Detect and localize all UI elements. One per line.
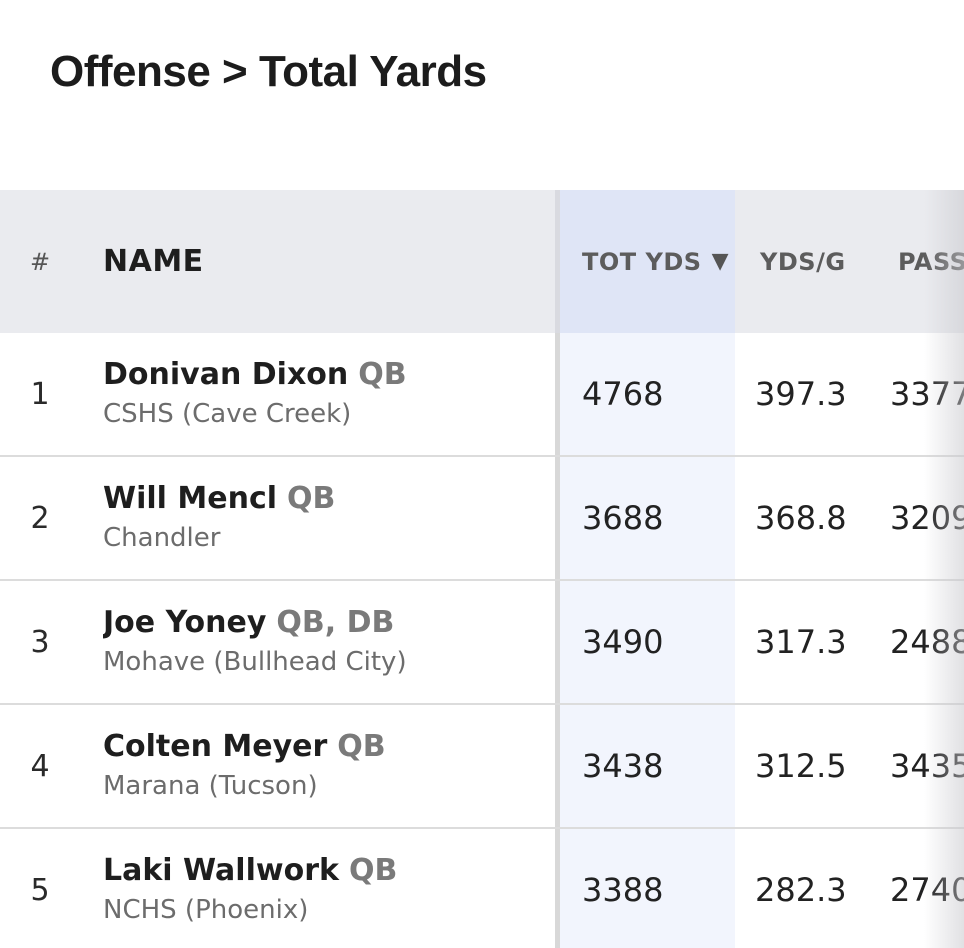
player-cell: Colten Meyer QB Marana (Tucson) [103, 705, 555, 827]
player-name-line: Will Mencl QB [103, 480, 335, 518]
table-row[interactable]: 5 Laki Wallwork QB NCHS (Phoenix) 3388 28… [0, 829, 964, 948]
player-school[interactable]: CSHS (Cave Creek) [103, 399, 352, 429]
player-school[interactable]: Chandler [103, 523, 221, 553]
pass-value: 3435 [890, 747, 964, 785]
pass-value: 3209 [890, 499, 964, 537]
table-row[interactable]: 4 Colten Meyer QB Marana (Tucson) 3438 31… [0, 705, 964, 829]
tot-yds-value: 4768 [560, 333, 735, 455]
rank: 5 [30, 872, 50, 908]
header-rank[interactable]: # [29, 247, 51, 276]
player-name-line: Joe Yoney QB, DB [103, 604, 394, 642]
rank: 3 [30, 624, 50, 660]
column-divider [555, 333, 560, 455]
player-cell: Donivan Dixon QB CSHS (Cave Creek) [103, 333, 555, 455]
player-school[interactable]: Marana (Tucson) [103, 771, 318, 801]
tot-yds-value: 3388 [560, 829, 735, 948]
player-school[interactable]: NCHS (Phoenix) [103, 895, 309, 925]
player-cell: Joe Yoney QB, DB Mohave (Bullhead City) [103, 581, 555, 703]
player-position: QB [348, 853, 398, 888]
player-name-line: Colten Meyer QB [103, 728, 386, 766]
header-tot-yds-label: TOT YDS [582, 247, 702, 276]
rank: 1 [30, 376, 50, 412]
table-row[interactable]: 3 Joe Yoney QB, DB Mohave (Bullhead City)… [0, 581, 964, 705]
column-divider [555, 829, 560, 948]
sort-descending-icon: ▼ [711, 249, 730, 274]
yds-per-game-value: 368.8 [755, 499, 847, 537]
header-yds-per-game[interactable]: YDS/G [760, 247, 846, 276]
column-divider [555, 190, 560, 333]
header-name[interactable]: NAME [103, 244, 204, 279]
yds-per-game-value: 397.3 [755, 375, 847, 413]
player-name[interactable]: Will Mencl [103, 481, 278, 516]
column-divider [555, 457, 560, 579]
column-divider [555, 705, 560, 827]
player-school[interactable]: Mohave (Bullhead City) [103, 647, 407, 677]
player-name[interactable]: Joe Yoney [103, 605, 267, 640]
header-pass[interactable]: PASS [898, 247, 964, 276]
player-cell: Will Mencl QB Chandler [103, 457, 555, 579]
player-name-line: Donivan Dixon QB [103, 356, 407, 394]
player-cell: Laki Wallwork QB NCHS (Phoenix) [103, 829, 555, 948]
player-name[interactable]: Donivan Dixon [103, 357, 349, 392]
player-position: QB [337, 729, 386, 764]
column-divider [555, 581, 560, 703]
table-row[interactable]: 1 Donivan Dixon QB CSHS (Cave Creek) 4768… [0, 333, 964, 457]
yds-per-game-value: 317.3 [755, 623, 847, 661]
player-name[interactable]: Colten Meyer [103, 729, 328, 764]
player-name-line: Laki Wallwork QB [103, 852, 397, 890]
table-header-row: # NAME TOT YDS ▼ YDS/G PASS [0, 190, 964, 333]
page-title: Offense > Total Yards [50, 47, 487, 96]
player-position: QB, DB [276, 605, 395, 640]
player-name[interactable]: Laki Wallwork [103, 853, 339, 888]
player-position: QB [287, 481, 336, 516]
pass-value: 2740 [890, 871, 964, 909]
tot-yds-value: 3438 [560, 705, 735, 827]
tot-yds-value: 3490 [560, 581, 735, 703]
yds-per-game-value: 312.5 [755, 747, 847, 785]
table-row[interactable]: 2 Will Mencl QB Chandler 3688 368.8 3209 [0, 457, 964, 581]
yds-per-game-value: 282.3 [755, 871, 847, 909]
stats-table: # NAME TOT YDS ▼ YDS/G PASS 1 Donivan Di… [0, 190, 964, 948]
rank: 4 [30, 748, 50, 784]
player-position: QB [358, 357, 407, 392]
rank: 2 [30, 500, 50, 536]
pass-value: 3377 [890, 375, 964, 413]
header-tot-yds[interactable]: TOT YDS ▼ [560, 190, 735, 333]
pass-value: 2488 [890, 623, 964, 661]
tot-yds-value: 3688 [560, 457, 735, 579]
